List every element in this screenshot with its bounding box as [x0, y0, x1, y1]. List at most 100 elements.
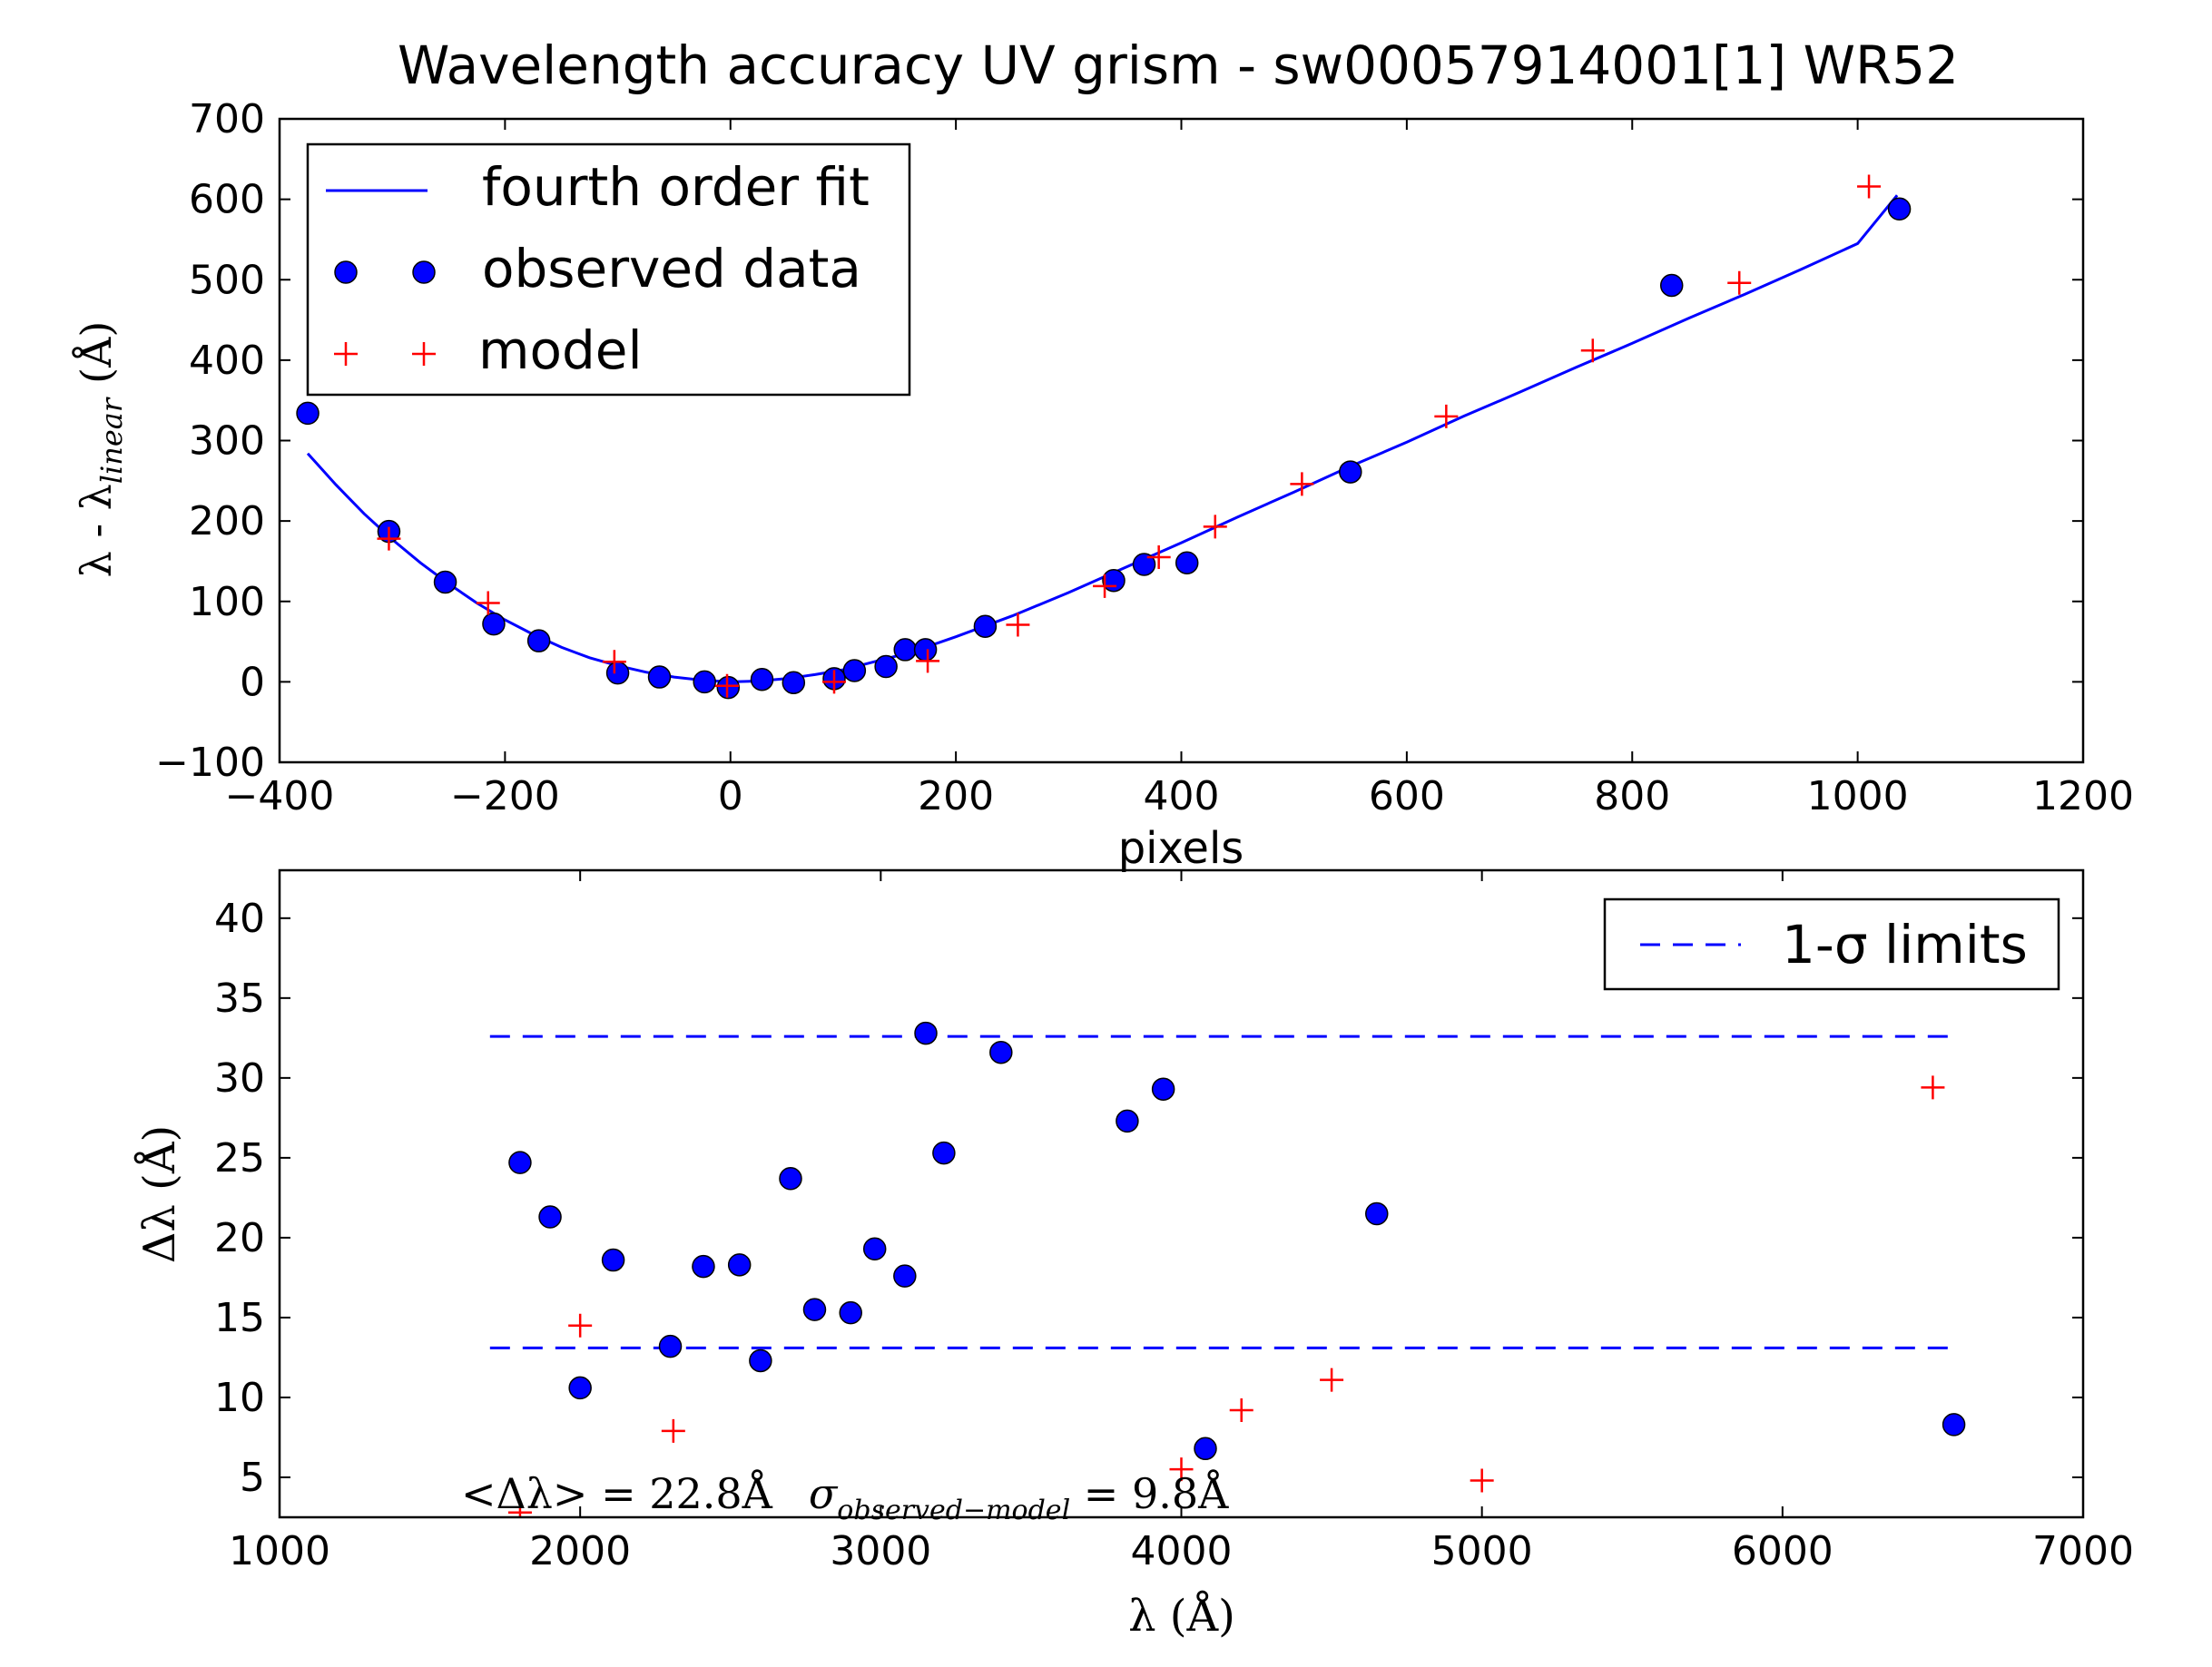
observed-point-bottom	[601, 1248, 625, 1272]
observed-point	[296, 401, 320, 426]
model-point	[1290, 472, 1314, 496]
model-point	[377, 526, 401, 551]
bottom-x-tick-label: 4000	[1131, 1528, 1233, 1574]
model-point	[1434, 404, 1459, 428]
top-x-tick-label: −400	[225, 773, 335, 819]
observed-point	[973, 614, 998, 638]
top-y-tick-label: 300	[189, 418, 265, 465]
bottom-y-axis-label: Δλ (Å)	[133, 1125, 185, 1263]
model-series-bottom	[507, 1075, 1945, 1517]
observed-point	[750, 667, 774, 691]
top-y-axis-label-main: λ - λ	[72, 484, 121, 577]
top-x-axis-label: pixels	[1118, 823, 1244, 874]
model-point-bottom	[1470, 1468, 1494, 1493]
model-point-bottom	[1320, 1368, 1344, 1392]
top-title: Wavelength accuracy UV grism - sw0005791…	[398, 34, 1959, 96]
model-point	[476, 591, 500, 615]
bottom-x-tick-label: 1000	[229, 1528, 330, 1574]
top-x-tick-label: 800	[1594, 773, 1670, 819]
top-x-ticks: −400 −200 0 200 400 600 800 1000 1200	[225, 119, 2134, 819]
bottom-y-tick-label: 40	[214, 896, 265, 942]
observed-point	[526, 629, 551, 652]
top-y-ticks: −100 0 100 200 300 400 500 600 700	[155, 96, 2083, 786]
top-y-tick-label: 400	[189, 338, 265, 384]
top-x-tick-label: 600	[1369, 773, 1445, 819]
observed-point-bottom	[839, 1300, 862, 1325]
observed-point	[1659, 273, 1684, 298]
model-point-bottom	[568, 1313, 593, 1338]
observed-point-bottom	[779, 1167, 802, 1191]
top-y-axis-label-subscript: linear	[94, 397, 129, 484]
model-point-bottom	[661, 1418, 685, 1443]
bottom-x-tick-label: 3000	[830, 1528, 931, 1574]
top-legend-box	[306, 142, 911, 397]
model-series	[377, 174, 1882, 698]
bottom-y-tick-label: 10	[214, 1375, 265, 1421]
observed-point-bottom	[932, 1141, 956, 1165]
observed-point-bottom	[1116, 1109, 1139, 1133]
bottom-plot-area	[489, 1021, 1966, 1517]
observed-point-bottom	[658, 1334, 683, 1358]
bottom-x-tick-label: 5000	[1431, 1528, 1533, 1574]
bottom-axes-frame	[278, 868, 2085, 1519]
observed-point-bottom	[862, 1237, 887, 1260]
observed-point	[647, 665, 672, 689]
top-x-tick-label: 1000	[1807, 773, 1909, 819]
top-plot-area	[296, 174, 1912, 700]
model-point-bottom	[507, 1500, 532, 1517]
observed-point-bottom	[749, 1348, 772, 1373]
legend-model-marker-2	[412, 342, 436, 366]
observed-point-bottom	[692, 1254, 715, 1279]
top-y-tick-label: 200	[189, 498, 265, 544]
observed-point	[1175, 551, 1199, 574]
legend-limits-label: 1-σ limits	[1782, 914, 2028, 976]
top-x-tick-label: 0	[718, 773, 743, 819]
legend-observed-marker-2	[412, 260, 436, 284]
legend-fit-label: fourth order fit	[482, 156, 870, 218]
bottom-y-tick-label: 35	[214, 976, 265, 1022]
observed-point	[913, 638, 938, 662]
observed-point-bottom	[1194, 1437, 1217, 1461]
model-point	[1146, 545, 1171, 570]
model-point	[1093, 574, 1117, 598]
observed-point-bottom	[538, 1205, 562, 1229]
model-point	[602, 650, 626, 674]
model-point	[1006, 613, 1030, 637]
observed-point	[893, 638, 917, 662]
observed-series	[296, 197, 1912, 700]
sigma-value-text: = 9.8Å	[1070, 1468, 1229, 1518]
observed-point	[605, 661, 630, 685]
top-x-tick-label: 1200	[2032, 773, 2134, 819]
model-point	[1203, 515, 1227, 539]
bottom-x-tick-label: 6000	[1732, 1528, 1834, 1574]
top-axes-frame	[278, 117, 2085, 764]
model-point	[1857, 174, 1882, 199]
top-x-tick-label: 400	[1144, 773, 1220, 819]
model-point-bottom	[1169, 1457, 1194, 1482]
observed-point	[842, 659, 867, 682]
observed-point	[874, 654, 898, 679]
observed-point-bottom	[893, 1264, 917, 1288]
top-x-tick-label: −200	[450, 773, 560, 819]
bottom-y-ticks: 5 10 15 20 25 30 35 40	[214, 896, 2083, 1501]
bottom-x-tick-label: 2000	[529, 1528, 631, 1574]
top-y-tick-label: 500	[189, 257, 265, 303]
legend-observed-label: observed data	[482, 238, 861, 299]
top-x-tick-label: 200	[918, 773, 994, 819]
bottom-y-tick-label: 5	[240, 1455, 265, 1501]
observed-point	[782, 671, 806, 695]
bottom-x-axis-label: λ (Å)	[1128, 1590, 1235, 1642]
bottom-y-tick-label: 20	[214, 1215, 265, 1261]
bottom-y-tick-label: 15	[214, 1295, 265, 1341]
legend-observed-marker-1	[334, 260, 358, 284]
model-point-bottom	[1229, 1398, 1253, 1423]
observed-point-bottom	[568, 1376, 592, 1400]
model-point	[822, 670, 847, 694]
bottom-legend: 1-σ limits	[1603, 897, 2060, 991]
top-y-tick-label: 0	[240, 659, 265, 705]
bottom-y-tick-label: 30	[214, 1055, 265, 1102]
observed-point	[1132, 553, 1156, 576]
top-y-tick-label: 700	[189, 96, 265, 142]
observed-point-bottom	[989, 1040, 1013, 1064]
